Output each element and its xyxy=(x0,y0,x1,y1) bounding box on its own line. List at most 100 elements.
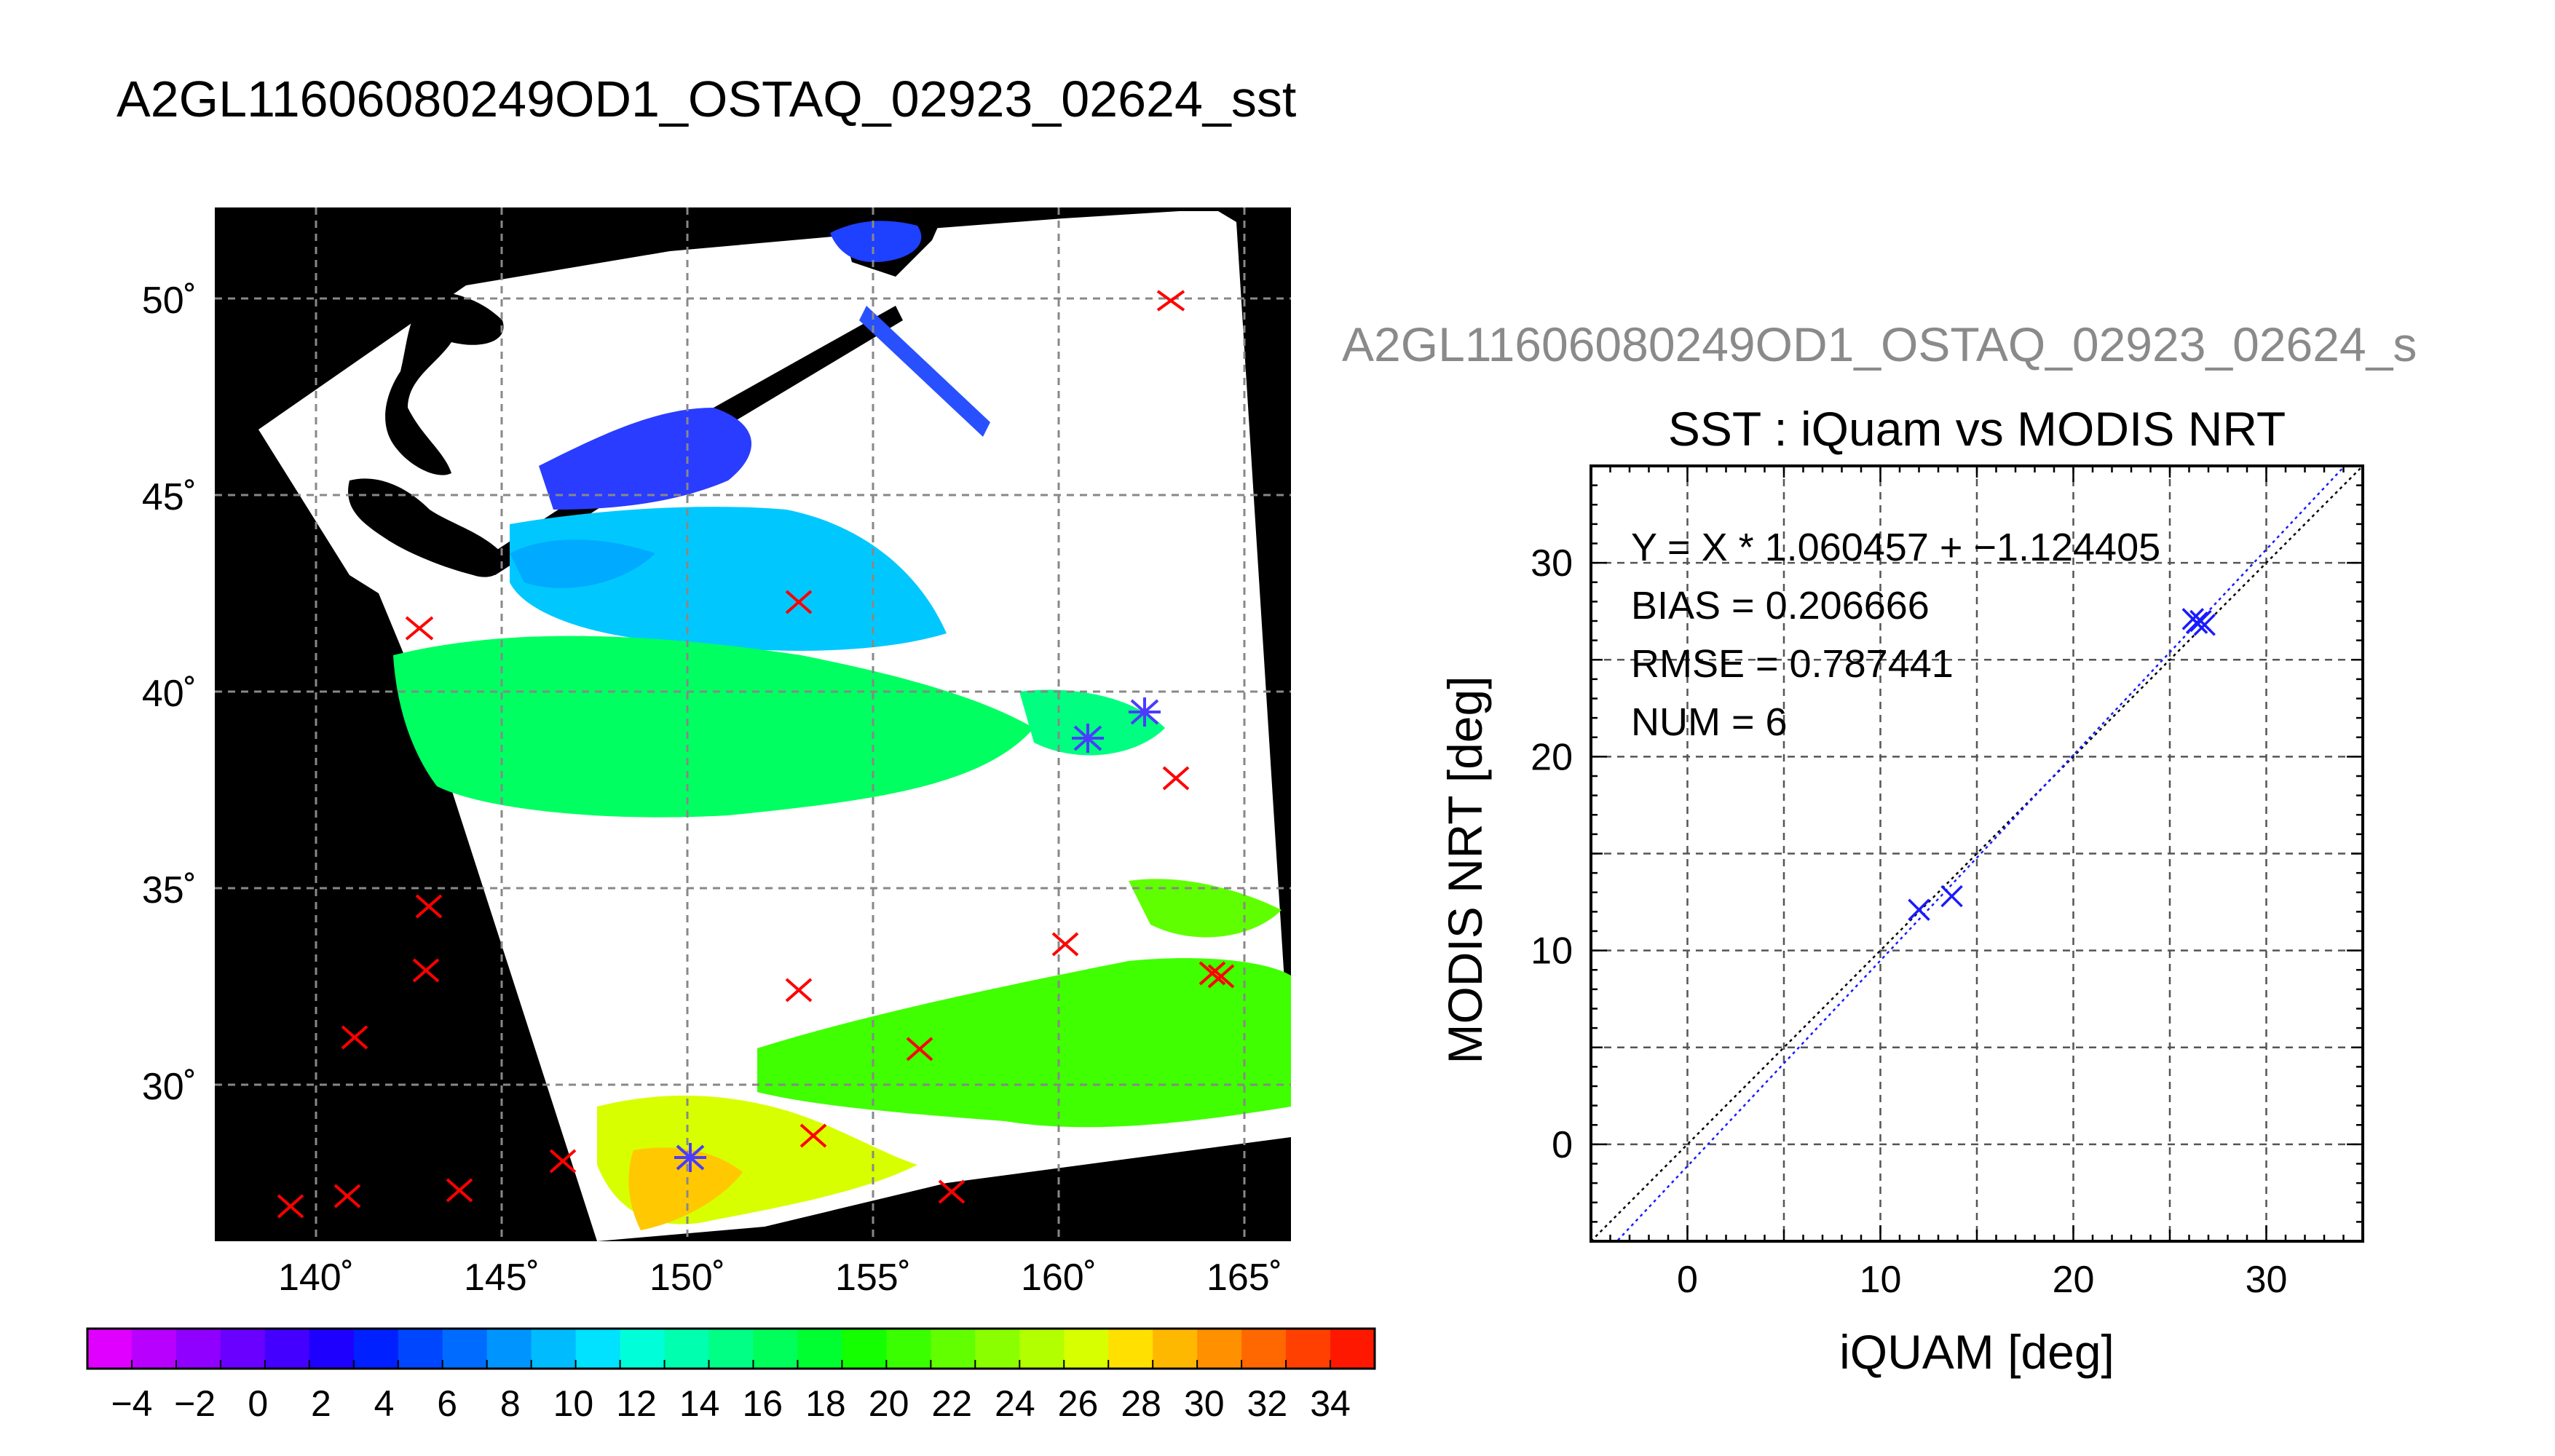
colorbar-segment xyxy=(309,1329,355,1369)
colorbar-label: 2 xyxy=(311,1383,331,1424)
buoy-marker xyxy=(341,1025,368,1050)
lat-label: 40˚ xyxy=(142,673,197,715)
colorbar-label: 24 xyxy=(995,1383,1035,1424)
colorbar-label: 34 xyxy=(1310,1383,1351,1424)
buoy-marker xyxy=(1207,964,1235,989)
lon-label: 140˚ xyxy=(278,1257,354,1299)
buoy-marker xyxy=(277,1194,304,1219)
buoy-marker xyxy=(799,1123,827,1148)
buoy-marker xyxy=(1051,932,1079,957)
stat-num: NUM = 6 xyxy=(1631,700,1788,744)
matched-marker xyxy=(1072,724,1104,753)
y-tick-label: 0 xyxy=(1552,1124,1573,1166)
buoy-marker xyxy=(405,616,434,641)
colorbar-segment xyxy=(486,1329,532,1369)
x-tick-label: 0 xyxy=(1677,1259,1698,1301)
lat-label: 45˚ xyxy=(142,476,197,518)
colorbar-segment xyxy=(931,1329,976,1369)
colorbar-segment xyxy=(220,1329,266,1369)
matched-marker xyxy=(1129,697,1161,727)
colorbar-label: 8 xyxy=(500,1383,521,1424)
map-panel xyxy=(215,207,1291,1241)
colorbar-segment xyxy=(1064,1329,1109,1369)
scatter-plot: 0 10 20 30 0 10 20 30 xyxy=(1531,464,2364,1301)
sst-colorbar xyxy=(86,1327,1376,1370)
x-axis-label: iQUAM [deg] xyxy=(1839,1325,2114,1379)
colorbar-segment xyxy=(842,1329,887,1369)
y-tick-label: 10 xyxy=(1531,930,1573,973)
buoy-marker xyxy=(906,1037,933,1061)
colorbar-label: −4 xyxy=(111,1383,152,1424)
map-lat-labels: 50˚ 45˚ 40˚ 35˚ 30˚ xyxy=(142,280,197,1108)
colorbar-label: 0 xyxy=(248,1383,268,1424)
sst-green-right xyxy=(1129,879,1282,938)
x-tick-label: 10 xyxy=(1860,1259,1902,1301)
sst-blue-streak xyxy=(859,306,990,437)
buoy-marker xyxy=(446,1178,473,1203)
sst-cyan-band xyxy=(510,507,947,651)
y-axis-label: MODIS NRT [deg] xyxy=(1438,676,1492,1064)
buoy-marker xyxy=(1162,766,1190,791)
land-honshu xyxy=(348,478,505,577)
colorbar-label: 20 xyxy=(869,1383,909,1424)
scatter-points xyxy=(1908,608,2216,921)
lon-label: 165˚ xyxy=(1207,1257,1282,1299)
map-matched-markers xyxy=(674,697,1161,1172)
colorbar-segment xyxy=(1286,1329,1331,1369)
buoy-marker xyxy=(333,1184,361,1208)
sst-blue-north xyxy=(830,221,922,262)
colorbar-label: 6 xyxy=(437,1383,457,1424)
colorbar-label: 10 xyxy=(553,1383,594,1424)
x-tick-label: 20 xyxy=(2053,1259,2095,1301)
colorbar-segment xyxy=(886,1329,931,1369)
colorbar-label: 16 xyxy=(743,1383,783,1424)
buoy-marker xyxy=(412,958,440,983)
colorbar-label: 28 xyxy=(1121,1383,1161,1424)
colorbar-segment xyxy=(531,1329,577,1369)
colorbar-segment xyxy=(1019,1329,1065,1369)
colorbar-label: 18 xyxy=(805,1383,846,1424)
colorbar-segment xyxy=(353,1329,399,1369)
buoy-marker xyxy=(785,590,813,614)
buoy-marker xyxy=(549,1149,577,1174)
identity-line xyxy=(1591,466,2363,1241)
colorbar-segment xyxy=(575,1329,621,1369)
colorbar-label: 4 xyxy=(374,1383,395,1424)
y-tick-label: 20 xyxy=(1531,736,1573,778)
colorbar-segment xyxy=(1197,1329,1242,1369)
colorbar-segment xyxy=(442,1329,488,1369)
lon-label: 150˚ xyxy=(649,1257,725,1299)
colorbar-segment xyxy=(975,1329,1020,1369)
scatter-point xyxy=(1908,898,1930,921)
tick-labels: 0 10 20 30 0 10 20 30 xyxy=(1531,542,2287,1301)
colorbar-segment xyxy=(797,1329,842,1369)
sst-orange-south xyxy=(628,1147,743,1230)
land-hokkaido xyxy=(385,291,504,475)
colorbar-segment xyxy=(1153,1329,1198,1369)
x-tick-label: 30 xyxy=(2246,1259,2288,1301)
colorbar-label: 30 xyxy=(1184,1383,1225,1424)
buoy-marker xyxy=(785,978,813,1002)
sst-light-blue xyxy=(510,539,655,588)
chart-title: SST : iQuam vs MODIS NRT xyxy=(1668,402,2286,456)
sst-green-east xyxy=(1019,689,1165,756)
colorbar-frame xyxy=(86,1327,1376,1370)
lon-label: 155˚ xyxy=(835,1257,911,1299)
lat-label: 35˚ xyxy=(142,869,197,911)
colorbar-label: 32 xyxy=(1247,1383,1288,1424)
colorbar-segment xyxy=(708,1329,754,1369)
buoy-marker xyxy=(415,894,443,919)
map-title: A2GL11606080249OD1_OSTAQ_02923_02624_sst xyxy=(117,71,1296,127)
colorbar-segment xyxy=(264,1329,310,1369)
colorbar-segment xyxy=(1108,1329,1153,1369)
colorbar-segment xyxy=(664,1329,710,1369)
y-tick-label: 30 xyxy=(1531,542,1573,585)
buoy-marker xyxy=(938,1179,965,1204)
colorbar-segment xyxy=(398,1329,443,1369)
scatter-grid xyxy=(1591,466,2363,1241)
matched-marker xyxy=(674,1143,706,1172)
map-buoy-markers xyxy=(277,290,1235,1219)
lon-label: 145˚ xyxy=(464,1257,540,1299)
scatter-point xyxy=(1940,885,1963,908)
